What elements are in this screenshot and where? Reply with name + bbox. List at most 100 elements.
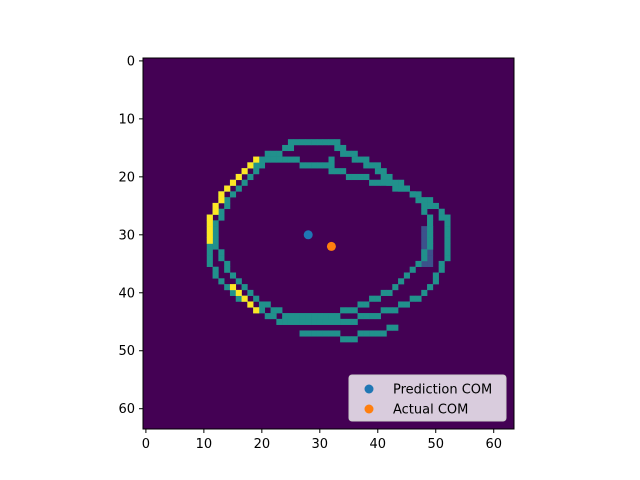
heatmap-cell-outer [340, 150, 347, 157]
heatmap-cell-bright [229, 179, 237, 186]
heatmap-cell-inner [340, 307, 347, 314]
heatmap-cell-outer [322, 139, 329, 146]
heatmap-cell-outer [363, 162, 370, 169]
heatmap-cell-inner [270, 307, 277, 314]
heatmap-cell-outer [293, 318, 300, 325]
heatmap-cell-outer [357, 330, 364, 337]
heatmap-cell-bright [206, 214, 213, 221]
heatmap-cell-bright [218, 197, 225, 204]
heatmap-cell-outer [386, 324, 393, 331]
heatmap-cell-inner [351, 307, 358, 314]
heatmap-cell-faint [427, 260, 434, 267]
heatmap-cell-inner [212, 243, 219, 250]
heatmap-cell-outer [438, 214, 445, 221]
heatmap-cell-outer [212, 266, 219, 273]
heatmap-cell-outer [374, 330, 381, 337]
heatmap-cell-outer [415, 191, 422, 198]
heatmap-cell-outer [444, 220, 451, 227]
com-point [303, 230, 313, 240]
heatmap-cell-inner [322, 313, 329, 320]
heatmap-cell-inner [264, 301, 271, 308]
heatmap-cell-outer [444, 237, 451, 244]
heatmap-cell-outer [235, 295, 242, 302]
heatmap-cell-outer [311, 139, 318, 146]
heatmap-cell-inner [276, 156, 283, 163]
heatmap-cell-outer [438, 208, 445, 215]
heatmap-cell-outer [305, 330, 312, 337]
heatmap-cell-outer [415, 295, 422, 302]
heatmap-cell-outer [276, 318, 283, 325]
heatmap-cell-outer [253, 162, 260, 169]
heatmap-cell-outer [206, 255, 213, 262]
heatmap-cell-outer [334, 318, 341, 325]
heatmap-cell-inner [363, 301, 370, 308]
heatmap-cell-outer [311, 330, 318, 337]
heatmap-cell-inner [224, 202, 231, 210]
heatmap-cell-outer [334, 139, 341, 146]
heatmap-cell-inner [218, 214, 225, 221]
heatmap-cell-outer [345, 150, 352, 157]
heatmap-cell-bright [212, 208, 219, 215]
heatmap-cell-inner [224, 266, 231, 273]
heatmap-cell-inner [403, 272, 410, 279]
heatmap-cell-outer [444, 231, 451, 239]
heatmap-cell-outer [311, 318, 318, 325]
heatmap-cell-inner [212, 226, 219, 233]
heatmap-cell-outer [351, 336, 358, 343]
heatmap-cell-outer [427, 202, 434, 210]
legend-box [348, 374, 507, 422]
heatmap-cell-outer [438, 260, 445, 267]
heatmap-cell-bright [235, 289, 242, 296]
heatmap-cell-inner [421, 208, 428, 215]
heatmap-cell-outer [444, 226, 451, 233]
heatmap-cell-outer [328, 330, 335, 337]
heatmap-cell-outer [357, 313, 364, 320]
heatmap-cell-inner [299, 313, 306, 320]
heatmap-cell-inner [311, 313, 318, 320]
heatmap-cell-outer [322, 318, 329, 325]
heatmap-cell-outer [340, 336, 347, 343]
heatmap-cell-inner [282, 156, 289, 163]
heatmap-cell-outer [369, 313, 376, 320]
heatmap-cell-outer [351, 156, 358, 163]
heatmap-cell-inner [305, 313, 312, 320]
heatmap-cell-faint [421, 226, 428, 233]
heatmap-cell-inner [224, 260, 231, 267]
heatmap-cell-inner [357, 301, 364, 308]
x-tick-label: 0 [142, 437, 150, 452]
heatmap-cell-inner [427, 237, 434, 244]
axes-border [142, 57, 515, 430]
heatmap-cell-bright [206, 226, 213, 233]
heatmap-cell-outer [270, 313, 277, 320]
heatmap-image [143, 58, 514, 429]
heatmap-cell-inner [427, 214, 434, 221]
heatmap-cell-outer [369, 330, 376, 337]
heatmap-cell-outer [305, 318, 312, 325]
heatmap-cell-inner [293, 313, 300, 320]
heatmap-cell-outer [264, 313, 271, 320]
heatmap-cell-outer [316, 318, 324, 325]
x-axis: 0 10 20 30 40 50 60 [142, 429, 502, 452]
heatmap-cell-inner [276, 307, 283, 314]
heatmap-cell-faint [427, 249, 434, 256]
heatmap-cell-outer [421, 197, 428, 204]
heatmap-cell-inner [264, 156, 271, 163]
heatmap-cell-outer [427, 197, 434, 204]
heatmap-cell-outer [351, 150, 358, 157]
heatmap-cell-inner [421, 249, 428, 256]
heatmap-cell-inner [363, 173, 370, 181]
heatmap-cell-inner [229, 191, 237, 198]
heatmap-cell-inner [224, 197, 231, 204]
x-tick-label: 30 [312, 437, 329, 452]
heatmap-cell-outer [229, 289, 237, 296]
heatmap-cell-bright [241, 295, 248, 302]
heatmap-cell-inner [212, 237, 219, 244]
heatmap-cell-outer [398, 179, 405, 186]
heatmap-cell-inner [253, 295, 260, 302]
heatmap-cell-outer [357, 156, 364, 163]
heatmap-cell-bright [253, 156, 260, 163]
heatmap-cell-inner [218, 249, 225, 256]
legend: Prediction COM Actual COM [348, 374, 507, 422]
heatmap-cell-outer [380, 330, 387, 337]
heatmap-cell-outer [316, 139, 324, 146]
